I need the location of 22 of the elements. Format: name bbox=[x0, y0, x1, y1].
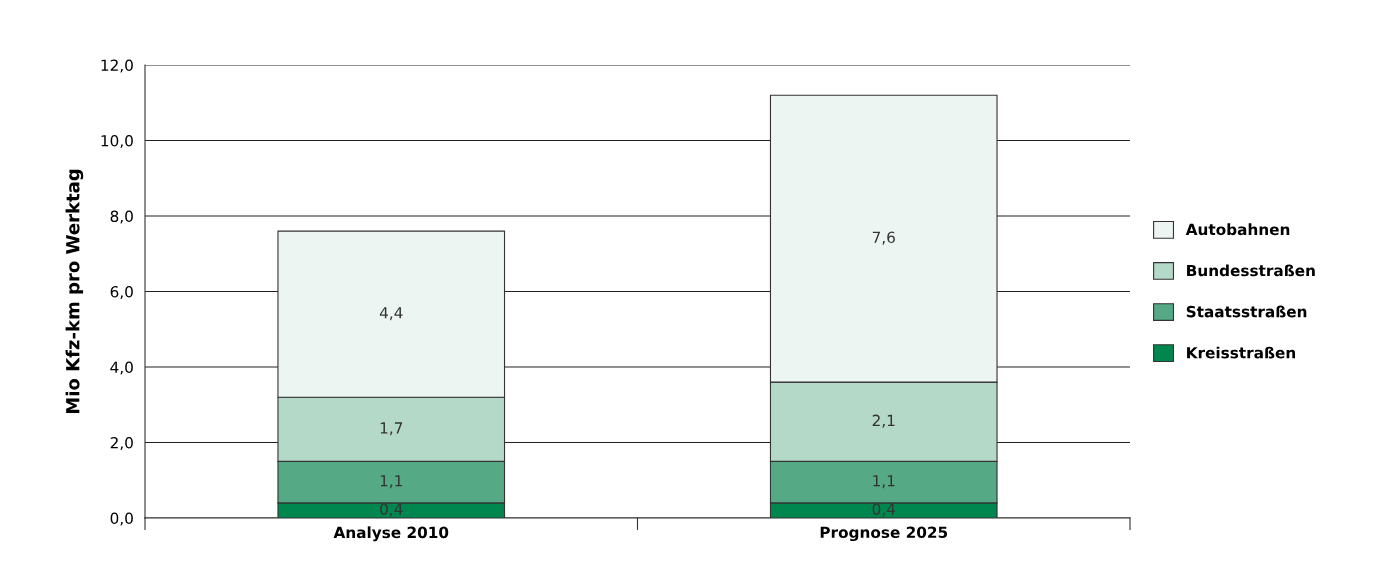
legend-label: Bundesstraßen bbox=[1187, 264, 1315, 277]
x-tick-label: Prognose 2025 bbox=[820, 526, 948, 542]
y-tick-label: 12,0 bbox=[101, 59, 133, 73]
data-label: 0,4 bbox=[872, 503, 896, 517]
data-label: 2,1 bbox=[872, 414, 895, 428]
legend-label: Kreisstraßen bbox=[1187, 346, 1296, 359]
y-axis-title: Mio Kfz-km pro Werktag bbox=[65, 169, 84, 414]
y-tick-label: 8,0 bbox=[110, 210, 133, 224]
data-label: 0,4 bbox=[380, 503, 403, 517]
y-tick-label: 6,0 bbox=[110, 285, 133, 300]
y-tick-label: 4,0 bbox=[110, 361, 133, 375]
legend-label: Staatsstraßen bbox=[1186, 305, 1307, 318]
y-tick-label: 0,0 bbox=[110, 512, 133, 526]
data-label: 7,6 bbox=[872, 231, 895, 245]
data-label: 1,7 bbox=[380, 422, 403, 436]
data-label: 4,4 bbox=[379, 307, 403, 321]
data-label: 1,1 bbox=[873, 475, 895, 489]
y-tick-label: 2,0 bbox=[110, 436, 133, 451]
legend-label: Autobahnen bbox=[1185, 223, 1290, 236]
y-tick-label: 10,0 bbox=[101, 134, 133, 149]
x-tick-label: Analyse 2010 bbox=[333, 526, 449, 542]
data-label: 1,1 bbox=[380, 475, 402, 489]
